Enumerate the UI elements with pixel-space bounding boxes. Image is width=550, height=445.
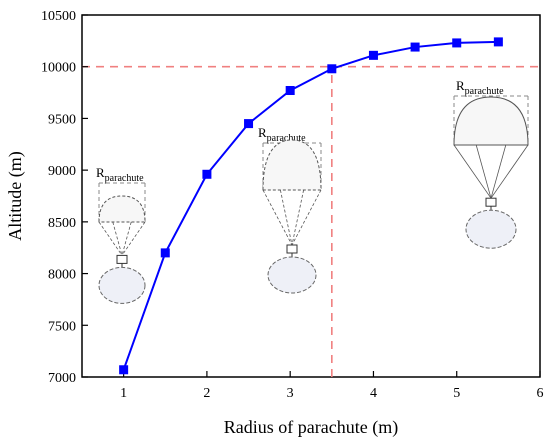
suspension-line	[98, 221, 123, 256]
parachute-radius-subscript: parachute	[267, 133, 306, 144]
data-point	[452, 38, 462, 48]
data-point	[327, 64, 337, 74]
y-tick-label: 10500	[41, 9, 76, 24]
y-tick-label: 7000	[48, 371, 76, 386]
x-tick-label: 6	[537, 386, 544, 401]
canopy	[453, 96, 529, 146]
data-point	[119, 365, 129, 375]
x-tick-label: 4	[370, 386, 377, 401]
data-point	[493, 37, 503, 47]
parachute-radius-symbol: R	[96, 165, 105, 180]
y-tick-label: 10000	[41, 61, 76, 76]
y-tick-label: 8500	[48, 216, 76, 231]
balloon-body	[267, 256, 317, 294]
data-series	[119, 37, 503, 375]
parachute-radius-subscript: parachute	[105, 173, 144, 184]
parachute-radius-symbol: R	[456, 78, 465, 93]
data-point	[244, 119, 254, 129]
suspension-line	[475, 144, 492, 199]
x-tick-label: 5	[453, 386, 460, 401]
data-point	[285, 86, 295, 96]
suspension-line	[291, 189, 322, 246]
suspension-line	[121, 221, 146, 256]
parachute-illustration: Rparachute	[453, 78, 529, 249]
parachute-radius-subscript: parachute	[465, 86, 504, 97]
parachute-radius-label: Rparachute	[258, 125, 306, 144]
payload-box	[116, 254, 128, 264]
parachute-radius-label: Rparachute	[456, 78, 504, 97]
canopy	[262, 139, 322, 191]
plot-frame	[81, 14, 541, 378]
balloon-body	[98, 266, 146, 304]
y-tick-label: 9000	[48, 164, 76, 179]
parachute-illustration: Rparachute	[96, 165, 146, 304]
balloon-body	[465, 209, 517, 249]
axis-ticks: 1 2 3 4 5 6 7000 7500 8000 8500 9000 9500 10000 10500	[41, 9, 544, 401]
data-point	[160, 248, 170, 258]
y-tick-label: 9500	[48, 112, 76, 127]
data-point	[202, 169, 212, 179]
y-tick-label: 8000	[48, 268, 76, 283]
x-tick-label: 2	[203, 386, 210, 401]
y-axis-title: Altitude (m)	[5, 151, 26, 240]
canopy	[98, 195, 146, 223]
data-point	[368, 50, 378, 60]
suspension-line	[490, 144, 507, 199]
suspension-line	[280, 189, 293, 246]
parachute-illustration: Rparachute	[258, 125, 322, 294]
series-line	[122, 40, 499, 371]
parachute-radius-label: Rparachute	[96, 165, 144, 184]
payload-box	[286, 244, 298, 254]
suspension-line	[453, 144, 492, 199]
parachute-radius-symbol: R	[258, 125, 267, 140]
reference-lines	[82, 65, 540, 377]
suspension-line	[490, 144, 529, 199]
data-point	[410, 42, 420, 52]
x-tick-label: 1	[120, 386, 127, 401]
suspension-line	[112, 221, 123, 256]
plot-area	[81, 14, 541, 378]
suspension-line	[121, 221, 132, 256]
suspension-line	[262, 189, 293, 246]
x-axis-title: Radius of parachute (m)	[224, 417, 398, 438]
suspension-line	[291, 189, 304, 246]
payload-box	[485, 197, 497, 207]
x-tick-label: 3	[287, 386, 294, 401]
y-tick-label: 7500	[48, 319, 76, 334]
